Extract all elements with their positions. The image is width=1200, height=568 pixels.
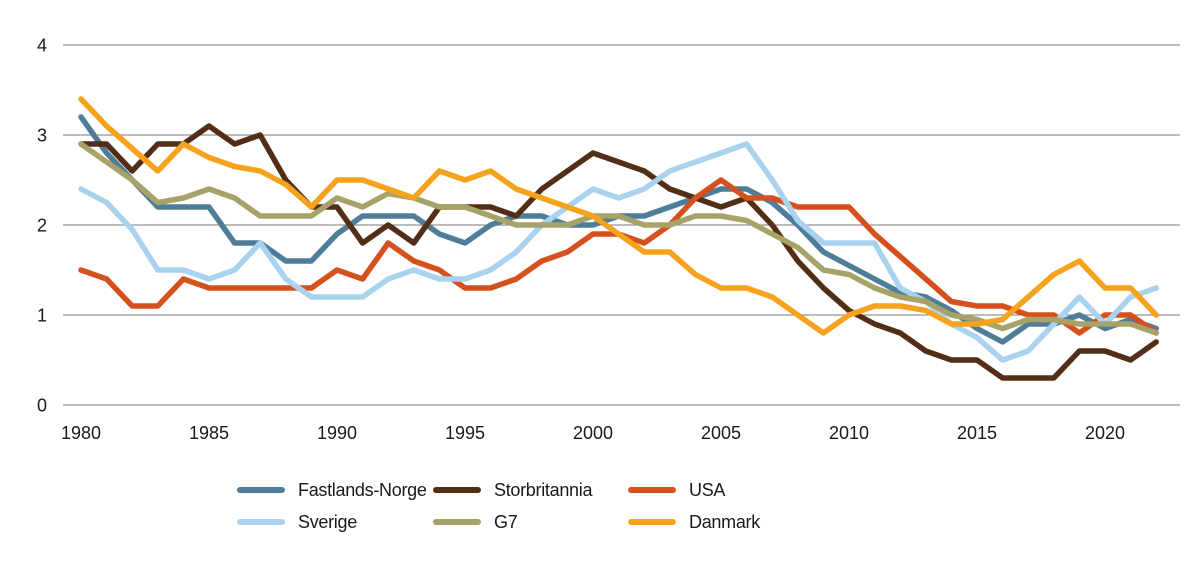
legend-item-usa: USA bbox=[628, 479, 760, 501]
x-axis-tick-label-2020: 2020 bbox=[1085, 423, 1125, 443]
legend-item-danmark: Danmark bbox=[628, 511, 760, 533]
x-axis-tick-label-2010: 2010 bbox=[829, 423, 869, 443]
legend-item-fastlands-norge: Fastlands-Norge bbox=[237, 479, 433, 501]
chart-line-sverige bbox=[78, 141, 1159, 363]
legend-item-storbritannia: Storbritannia bbox=[433, 479, 628, 501]
line-chart-canvas: 4 3 2 1 0 1980 1985 1990 1995 2000 2005 2010 2015 202… bbox=[37, 36, 1180, 443]
x-axis-tick-label-1985: 1985 bbox=[189, 423, 229, 443]
legend-label-usa: USA bbox=[689, 479, 726, 500]
legend-label-fastlands-norge: Fastlands-Norge bbox=[298, 479, 427, 500]
legend-item-sverige: Sverige bbox=[237, 511, 433, 533]
legend-swatch-fastlands-norge-icon bbox=[237, 487, 285, 493]
legend-swatch-g7-icon bbox=[433, 519, 481, 525]
x-axis-tick-label-1980: 1980 bbox=[61, 423, 101, 443]
legend-item-g7: G7 bbox=[433, 511, 628, 533]
y-axis-tick-label-2: 2 bbox=[37, 216, 47, 236]
legend-swatch-usa-icon bbox=[628, 487, 676, 493]
legend-label-g7: G7 bbox=[494, 511, 518, 532]
legend-swatch-sverige-icon bbox=[237, 519, 285, 525]
y-axis-tick-label-3: 3 bbox=[37, 126, 47, 146]
x-axis-tick-label-1990: 1990 bbox=[317, 423, 357, 443]
legend-swatch-danmark-icon bbox=[628, 519, 676, 525]
x-axis-tick-label-1995: 1995 bbox=[445, 423, 485, 443]
chart-legend: Fastlands-Norge Storbritannia USA Sverig… bbox=[237, 479, 760, 533]
legend-label-sverige: Sverige bbox=[298, 511, 357, 532]
legend-label-danmark: Danmark bbox=[689, 511, 760, 532]
chart-line-g7 bbox=[78, 141, 1159, 336]
y-axis-tick-label-1: 1 bbox=[37, 306, 47, 326]
y-axis-tick-label-0: 0 bbox=[37, 396, 47, 416]
chart-line-danmark bbox=[78, 96, 1159, 336]
chart-line-storbritannia bbox=[78, 123, 1159, 381]
legend-label-storbritannia: Storbritannia bbox=[494, 479, 593, 500]
x-axis-tick-label-2005: 2005 bbox=[701, 423, 741, 443]
x-axis-tick-label-2000: 2000 bbox=[573, 423, 613, 443]
legend-swatch-storbritannia-icon bbox=[433, 487, 481, 493]
x-axis-tick-label-2015: 2015 bbox=[957, 423, 997, 443]
y-axis-tick-label-4: 4 bbox=[37, 36, 47, 56]
